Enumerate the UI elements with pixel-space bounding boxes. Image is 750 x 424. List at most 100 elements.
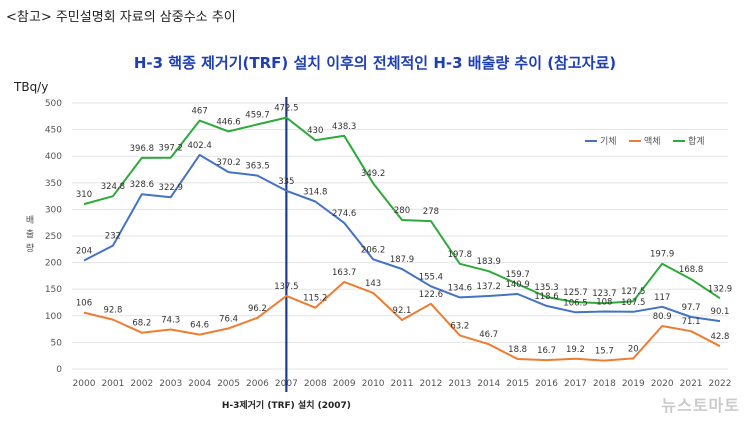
data-label: 143 — [365, 279, 381, 289]
x-tick-labels: 2000200120022003200420052006200720082009… — [73, 379, 732, 389]
data-label: 125.7 — [563, 288, 587, 298]
data-label: 314.8 — [303, 188, 327, 198]
data-label: 118.6 — [534, 292, 558, 302]
data-label: 123.7 — [592, 289, 616, 299]
x-tick-label: 2001 — [101, 379, 124, 389]
legend-entry: 합계 — [688, 135, 705, 147]
x-tick-label: 2017 — [564, 379, 587, 389]
x-tick-label: 2008 — [304, 379, 327, 389]
data-label: 159.7 — [505, 270, 529, 280]
data-label: 335 — [278, 177, 294, 187]
data-labels: 204 232 328.6 322.9 402.4 370.2 363.5 335 314.8 2… — [76, 104, 732, 357]
y-tick-label: 450 — [45, 126, 62, 136]
data-label: 108 — [596, 298, 612, 308]
legend: 기체 액체 합계 — [585, 135, 705, 147]
data-label: 117 — [654, 293, 670, 303]
data-label: 42.8 — [711, 332, 730, 342]
data-label: 19.2 — [566, 345, 585, 355]
y-unit-label: TBq/y — [14, 80, 49, 94]
y-tick-labels: 0 50 100 150 200 250 300 350 400 450 500 — [45, 99, 62, 375]
data-label: 197.9 — [650, 250, 674, 260]
data-label: 137.5 — [274, 282, 298, 292]
data-label: 16.7 — [537, 346, 556, 356]
data-label: 71.1 — [682, 317, 701, 327]
x-tick-label: 2014 — [477, 379, 500, 389]
data-label: 155.4 — [419, 272, 443, 282]
data-label: 90.1 — [711, 307, 730, 317]
data-label: 92.8 — [103, 306, 122, 316]
data-label: 183.9 — [477, 257, 501, 267]
data-label: 278 — [423, 207, 439, 217]
x-tick-label: 2004 — [188, 379, 211, 389]
data-label: 430 — [307, 126, 323, 136]
y-tick-label: 400 — [45, 152, 62, 162]
y-tick-label: 200 — [45, 259, 62, 269]
trf-annotation: H-3제거기 (TRF) 설치 (2007) — [222, 97, 351, 411]
x-tick-label: 2002 — [130, 379, 153, 389]
data-label: 397.2 — [159, 144, 183, 154]
x-tick-label: 2015 — [506, 379, 529, 389]
data-label: 163.7 — [332, 268, 356, 278]
series-line-액체 — [83, 280, 721, 362]
y-tick-label: 250 — [45, 232, 62, 242]
data-label: 80.9 — [653, 312, 672, 322]
data-label: 140.9 — [505, 280, 529, 290]
watermark-logo: 뉴스토마토 — [661, 396, 740, 415]
y-tick-label: 150 — [45, 285, 62, 295]
page-note: <참고> 주민설명회 자료의 삼중수소 추이 — [6, 10, 236, 25]
y-axis-label: 배출량 — [26, 215, 34, 254]
series-line-기체 — [83, 153, 721, 323]
data-label: 127.5 — [621, 287, 645, 297]
data-label: 446.6 — [216, 117, 240, 127]
data-label: 115.2 — [303, 294, 327, 304]
y-tick-label: 100 — [45, 312, 62, 322]
x-tick-label: 2016 — [535, 379, 558, 389]
y-tick-label: 350 — [45, 179, 62, 189]
x-tick-label: 2000 — [73, 379, 96, 389]
data-label: 438.3 — [332, 122, 356, 132]
data-label: 46.7 — [479, 330, 498, 340]
data-label: 76.4 — [219, 314, 238, 324]
series-lines — [83, 116, 721, 362]
y-axis-label-char: 출 — [26, 229, 34, 240]
x-tick-label: 2012 — [419, 379, 442, 389]
data-label: 137.2 — [477, 282, 501, 292]
data-label: 135.3 — [534, 283, 558, 293]
x-tick-label: 2013 — [448, 379, 471, 389]
legend-entry: 기체 — [600, 136, 617, 147]
y-tick-label: 50 — [51, 338, 63, 348]
data-label: 197.8 — [448, 250, 472, 260]
x-tick-label: 2006 — [246, 379, 269, 389]
grid-lines — [72, 102, 728, 370]
data-label: 280 — [394, 206, 410, 216]
data-label: 68.2 — [132, 319, 151, 329]
data-label: 363.5 — [245, 162, 269, 172]
data-label: 168.8 — [679, 265, 703, 275]
data-label: 402.4 — [187, 141, 211, 151]
x-tick-label: 2009 — [333, 379, 356, 389]
data-label: 64.6 — [190, 321, 209, 331]
x-tick-label: 2010 — [362, 379, 385, 389]
data-label: 18.8 — [508, 345, 527, 355]
data-label: 472.5 — [274, 104, 298, 114]
data-label: 206.2 — [361, 245, 385, 255]
data-label: 20 — [628, 344, 639, 354]
data-label: 134.6 — [448, 283, 472, 293]
chart-title: H-3 핵종 제거기(TRF) 설치 이후의 전체적인 H-3 배출량 추이 (… — [133, 54, 617, 72]
legend-entry: 액체 — [644, 135, 661, 147]
data-label: 107.5 — [621, 298, 645, 308]
data-label: 96.2 — [248, 304, 267, 314]
trf-annotation-label: H-3제거기 (TRF) 설치 (2007) — [222, 399, 351, 411]
x-tick-label: 2003 — [159, 379, 182, 389]
y-axis-label-char: 량 — [26, 242, 34, 254]
x-tick-label: 2022 — [709, 379, 732, 389]
y-tick-label: 500 — [45, 99, 62, 109]
data-label: 106.5 — [563, 298, 587, 308]
data-label: 396.8 — [130, 144, 154, 154]
x-tick-label: 2005 — [217, 379, 240, 389]
data-label: 232 — [105, 232, 121, 242]
data-label: 328.6 — [130, 180, 154, 190]
series-line-합계 — [83, 116, 721, 305]
y-axis-label-char: 배 — [26, 215, 34, 226]
